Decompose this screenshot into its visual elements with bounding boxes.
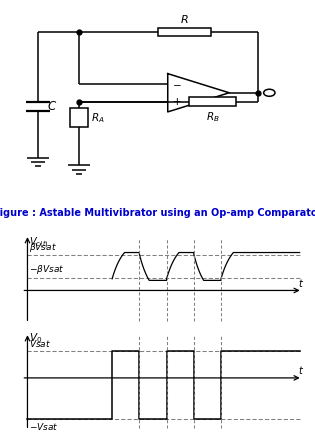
Text: $C$: $C$ <box>47 100 57 113</box>
Text: $Vsat$: $Vsat$ <box>29 338 51 349</box>
Text: $t$: $t$ <box>298 277 304 289</box>
Text: $V_{c(t)}$: $V_{c(t)}$ <box>29 235 49 251</box>
Text: $-Vsat$: $-Vsat$ <box>29 421 59 432</box>
Polygon shape <box>168 74 229 112</box>
Bar <box>70 108 88 127</box>
Text: $t$: $t$ <box>298 364 304 376</box>
Text: $R$: $R$ <box>180 13 189 25</box>
Text: $-\beta Vsat$: $-\beta Vsat$ <box>29 263 65 276</box>
Text: $-$: $-$ <box>172 79 182 89</box>
Text: Figure : Astable Multivibrator using an Op-amp Comparator: Figure : Astable Multivibrator using an … <box>0 208 315 218</box>
Text: $+$: $+$ <box>172 96 182 107</box>
Text: $R_A$: $R_A$ <box>91 111 104 125</box>
Bar <box>158 28 211 36</box>
Text: $V_0$: $V_0$ <box>29 331 42 345</box>
Text: $\beta Vsat$: $\beta Vsat$ <box>29 241 57 254</box>
Bar <box>189 98 236 106</box>
Text: $R_B$: $R_B$ <box>206 110 220 124</box>
